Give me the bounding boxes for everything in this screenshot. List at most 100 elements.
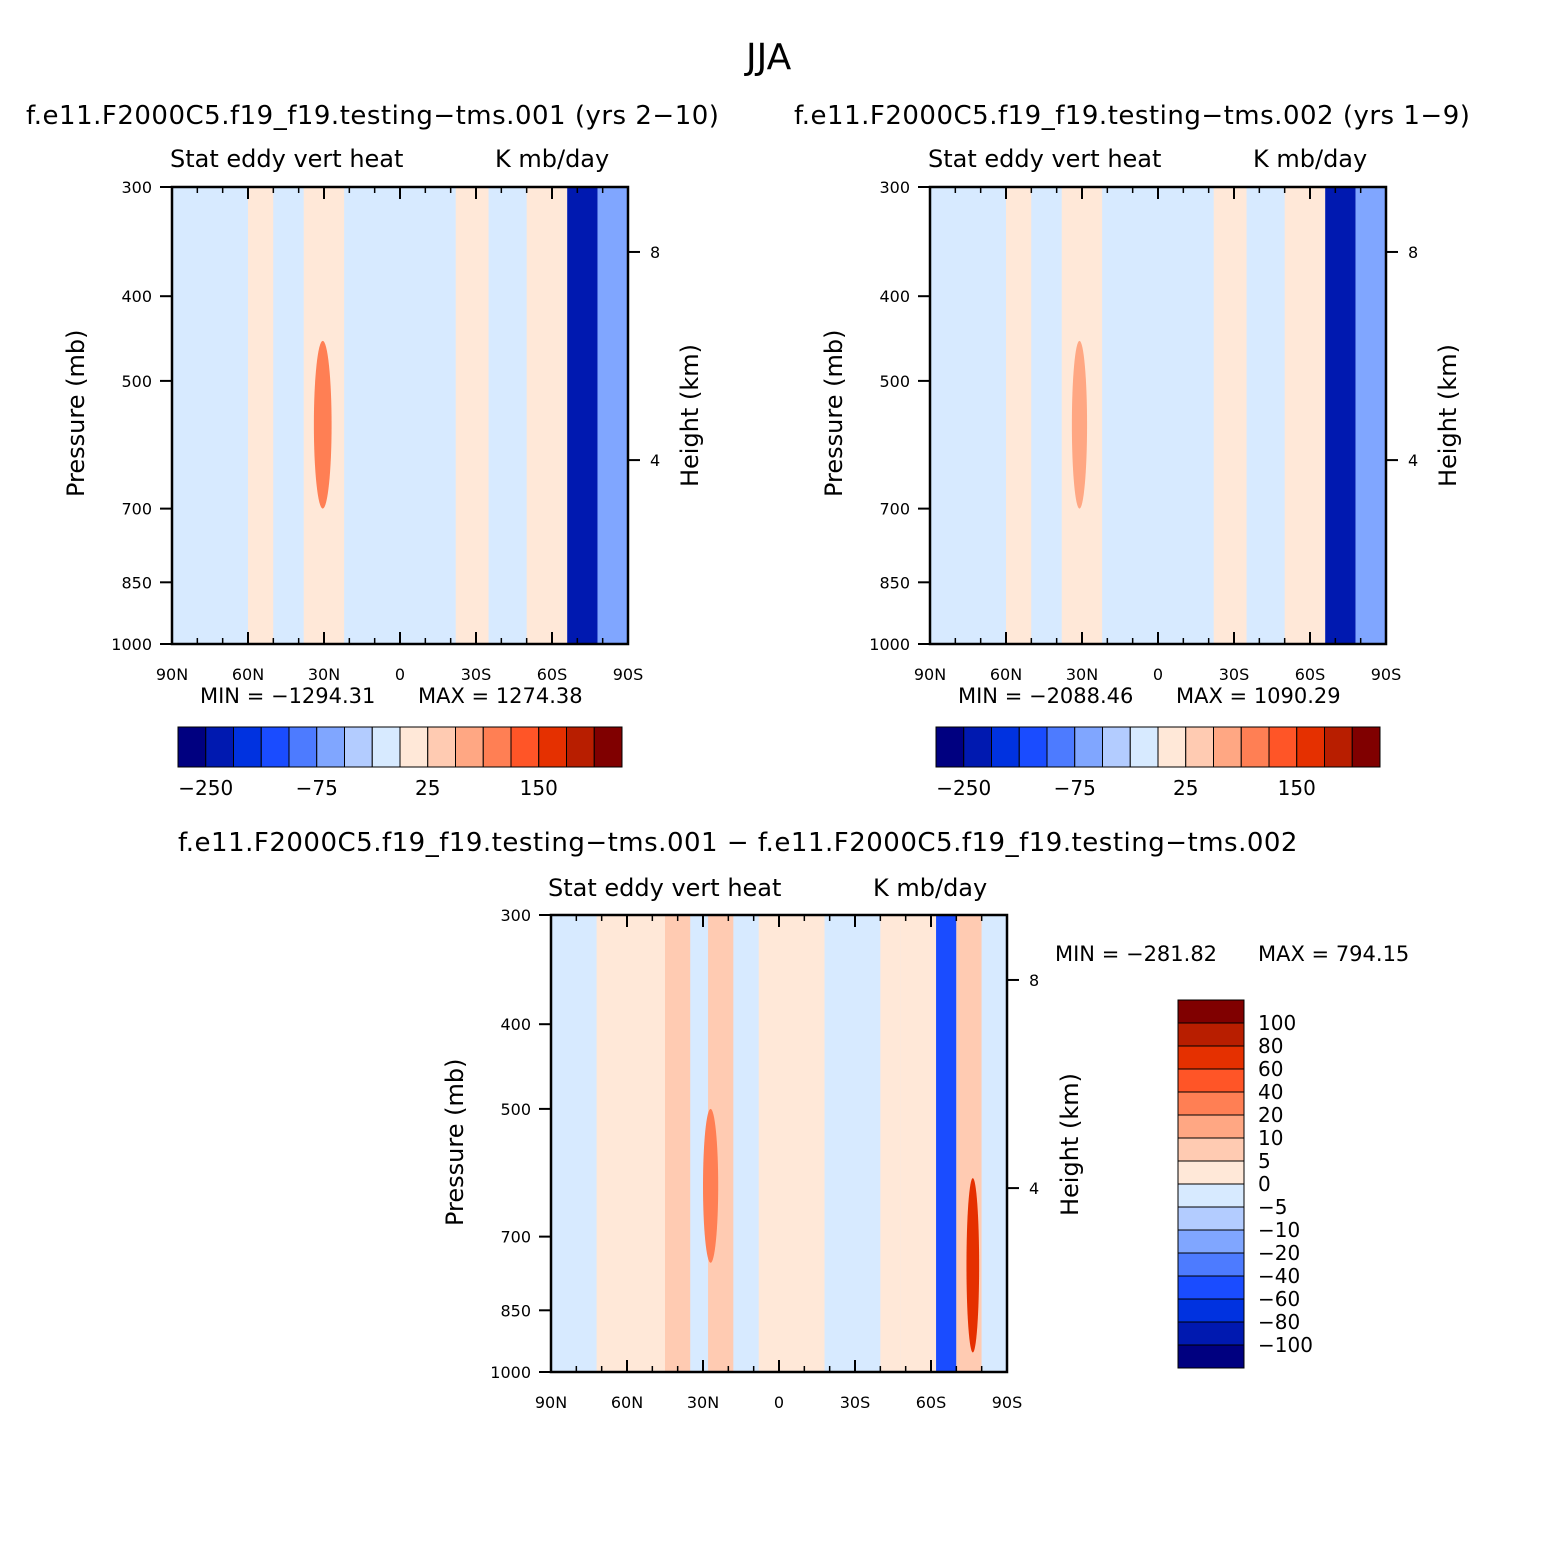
panel3-colorbar-label: 80 — [1258, 1034, 1283, 1058]
panel1-colorbar-box — [427, 726, 456, 768]
panel1-colorbar-box — [482, 726, 512, 768]
panel1-colorbar-box — [538, 726, 567, 768]
panel2-band-0 — [930, 187, 1006, 644]
panel1-ytick-label: 850 — [121, 573, 152, 592]
panel3-rtick-label: 8 — [1029, 971, 1039, 990]
panel3-colorbar-label: −10 — [1258, 1218, 1300, 1242]
panel2-band-4 — [1102, 187, 1214, 644]
panel1-band-1 — [248, 187, 274, 644]
panel2-colorbar-box — [1046, 726, 1076, 768]
panel3-xtick-label: 0 — [774, 1393, 784, 1412]
panel3-colorbar-box — [1177, 1275, 1245, 1300]
panel3-colorbar-label: −40 — [1258, 1264, 1300, 1288]
panel3-colorbar-box — [1177, 1045, 1245, 1070]
panel1-case-title: f.e11.F2000C5.f19_f19.testing−tms.001 (y… — [26, 101, 720, 131]
panel1-colorbar-box — [205, 726, 234, 768]
panel3-ytick-label: 1000 — [490, 1363, 531, 1382]
panel2-xtick-label: 30S — [1219, 665, 1250, 684]
panel3-band-6 — [758, 915, 825, 1372]
panel1-colorbar-box — [455, 726, 484, 768]
panel2-colorbar-box — [1157, 726, 1187, 768]
panel3-colorbar-box — [1177, 1022, 1245, 1047]
panel3-band-10 — [936, 915, 957, 1372]
panel2-xtick-label: 90N — [914, 665, 946, 684]
panel3-case-title: f.e11.F2000C5.f19_f19.testing−tms.001 − … — [178, 828, 1298, 858]
panel2-core-3 — [1071, 340, 1088, 509]
panel3-colorbar-box — [1177, 1183, 1245, 1208]
panel3-xtick-label: 30N — [687, 1393, 719, 1412]
panel2-colorbar-label: −75 — [1054, 776, 1096, 800]
panel1-band-2 — [273, 187, 304, 644]
panel3-colorbar-box — [1177, 1091, 1245, 1116]
panel1-xtick-label: 30N — [308, 665, 340, 684]
panel2-colorbar-box — [1185, 726, 1214, 768]
panel2-left-label: Stat eddy vert heat — [928, 145, 1162, 173]
panel3-band-7 — [824, 915, 881, 1372]
panel2-colorbar-box — [1296, 726, 1325, 768]
panel2-xtick-label: 30N — [1066, 665, 1098, 684]
panel3-colorbar-label: 20 — [1258, 1103, 1283, 1127]
panel1-colorbar-box — [371, 726, 401, 768]
panel2-band-9 — [1355, 187, 1386, 644]
panel3-rtick-label: 4 — [1029, 1179, 1039, 1198]
panel1-xtick-label: 60N — [232, 665, 264, 684]
panel2-ytick-label: 300 — [879, 178, 910, 197]
panel3-ytick-label: 500 — [500, 1100, 531, 1119]
panel2-band-8 — [1325, 187, 1356, 644]
panel2-band-5 — [1213, 187, 1247, 644]
panel3-xtick-label: 60S — [916, 1393, 947, 1412]
panel3-colorbar-box — [1177, 1229, 1245, 1254]
panel2-ytick-label: 400 — [879, 287, 910, 306]
panel3-colorbar-label: 5 — [1258, 1149, 1271, 1173]
panel3-colorbar-label: 10 — [1258, 1126, 1283, 1150]
panel2-band-7 — [1284, 187, 1326, 644]
panel2-colorbar-box — [963, 726, 992, 768]
panel3-xtick-label: 90N — [535, 1393, 567, 1412]
panel1-ytick-label: 300 — [121, 178, 152, 197]
panel3-band-5 — [733, 915, 759, 1372]
panel3-colorbar-box — [1177, 999, 1245, 1024]
figure-title: JJA — [746, 37, 792, 78]
panel3-right-label: K mb/day — [873, 874, 988, 902]
panel3-xtick-label: 30S — [840, 1393, 871, 1412]
panel3-ytick-label: 400 — [500, 1015, 531, 1034]
panel1-xtick-label: 90N — [156, 665, 188, 684]
panel1-band-8 — [567, 187, 598, 644]
panel3-left-label: Stat eddy vert heat — [548, 874, 782, 902]
panel1-xtick-label: 90S — [613, 665, 644, 684]
panel2-band-6 — [1246, 187, 1285, 644]
panel1-rtick-label: 8 — [650, 243, 660, 262]
panel1-colorbar-label: −250 — [178, 776, 233, 800]
panel3-field — [551, 915, 1007, 1372]
panel3-colorbar-box — [1177, 1068, 1245, 1093]
panel2-colorbar-box — [1074, 726, 1103, 768]
panel2-xtick-label: 60S — [1295, 665, 1326, 684]
panel2-colorbar-box — [1102, 726, 1131, 768]
panel2-rtick-label: 4 — [1408, 451, 1418, 470]
panel2-ytick-label: 1000 — [869, 635, 910, 654]
panel1-core-3 — [313, 340, 332, 509]
panel2-colorbar-box — [1018, 726, 1048, 768]
panel3-band-9 — [900, 915, 937, 1372]
panel3-ytick-label: 700 — [500, 1228, 531, 1247]
panel3-band-8 — [880, 915, 901, 1372]
panel3-colorbar-label: 40 — [1258, 1080, 1283, 1104]
panel3-xtick-label: 60N — [611, 1393, 643, 1412]
panel1-band-7 — [526, 187, 568, 644]
panel3-colorbar-box — [1177, 1206, 1245, 1231]
panel3-min: MIN = −281.82 — [1055, 942, 1218, 966]
panel3-max: MAX = 794.15 — [1258, 942, 1410, 966]
panel1-min: MIN = −1294.31 — [200, 684, 376, 708]
panel1-right-label: K mb/day — [495, 145, 610, 173]
panel1-band-5 — [455, 187, 489, 644]
panel1-band-6 — [488, 187, 527, 644]
panel3-colorbar-box — [1177, 1137, 1245, 1162]
panel2-case-title: f.e11.F2000C5.f19_f19.testing−tms.002 (y… — [794, 101, 1471, 131]
panel3-colorbar-box — [1177, 1344, 1245, 1369]
panel2-colorbar-box — [1324, 726, 1353, 768]
panel1-ytick-label: 700 — [121, 500, 152, 519]
panel3-band-12 — [981, 915, 1007, 1372]
panel2-band-1 — [1006, 187, 1032, 644]
panel1-ytick-label: 500 — [121, 372, 152, 391]
panel2-ytick-label: 700 — [879, 500, 910, 519]
